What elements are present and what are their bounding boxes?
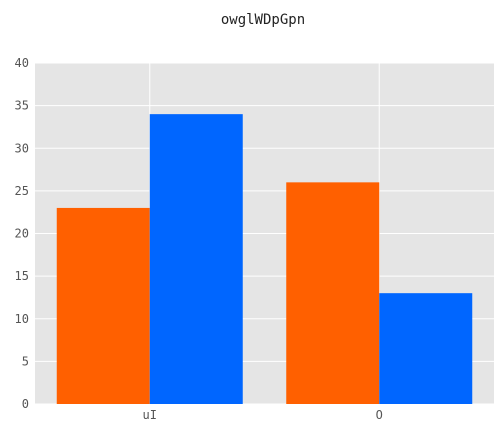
x-axis: uI O [143,408,383,422]
bar-uI-series-2 [149,114,243,405]
y-tick-label: 0 [22,397,29,411]
y-tick-label: 30 [15,141,29,155]
x-tick-label: O [376,408,383,422]
y-tick-label: 10 [15,312,29,326]
y-tick-label: 35 [15,99,29,113]
bar-O-series-2 [379,293,473,404]
y-tick-label: 15 [15,269,29,283]
y-tick-label: 5 [22,354,29,368]
y-tick-label: 25 [15,184,29,198]
y-tick-label: 40 [15,56,29,70]
y-axis: 0 5 10 15 20 25 30 35 40 [15,56,29,411]
chart-title: owglWDpGpn [221,12,305,28]
x-tick-label: uI [143,408,157,422]
bar-uI-series-1 [56,207,150,404]
bars [56,114,473,405]
y-tick-label: 20 [15,227,29,241]
bar-O-series-1 [286,182,380,404]
